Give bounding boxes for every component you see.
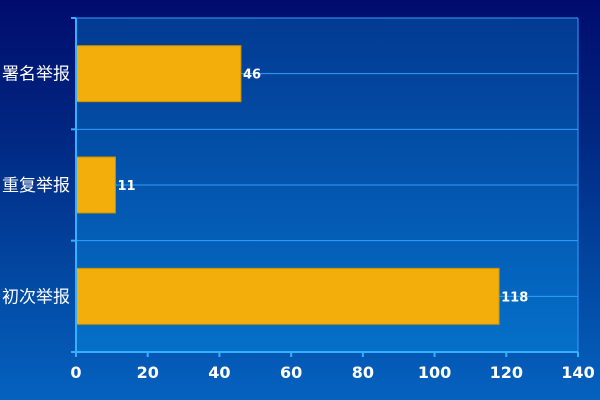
- bar: [75, 156, 116, 214]
- x-tick-label: 20: [137, 363, 159, 382]
- x-tick-label: 40: [208, 363, 230, 382]
- axes-group: [71, 17, 579, 357]
- x-tick-label: 80: [352, 363, 374, 382]
- data-label: 118: [501, 290, 528, 305]
- x-tick-label: 0: [70, 363, 81, 382]
- bars-group: [75, 45, 500, 325]
- x-tick-label: 60: [280, 363, 302, 382]
- x-tick-label: 140: [561, 363, 594, 382]
- category-label: 署名举报: [2, 65, 70, 85]
- bar: [75, 45, 242, 103]
- bar: [75, 267, 500, 325]
- category-label: 重复举报: [2, 176, 70, 196]
- data-label: 46: [243, 68, 261, 83]
- category-label: 初次举报: [2, 287, 70, 307]
- x-tick-label: 120: [490, 363, 523, 382]
- data-label: 11: [117, 179, 135, 194]
- x-tick-label: 100: [418, 363, 451, 382]
